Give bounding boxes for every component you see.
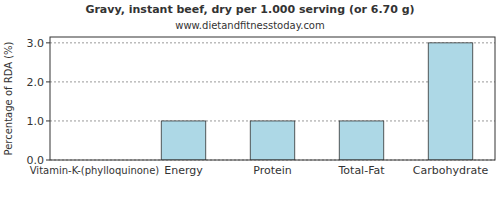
y-tick xyxy=(46,81,50,82)
bar xyxy=(339,121,384,160)
bar xyxy=(428,43,473,160)
x-tick-label: Energy xyxy=(164,164,203,177)
chart-container: Gravy, instant beef, dry per 1.000 servi… xyxy=(0,0,500,200)
subtitle: www.dietandfitnesstoday.com xyxy=(175,20,324,31)
x-tick-label: Protein xyxy=(253,164,292,177)
x-tick-label: Carbohydrate xyxy=(413,164,489,177)
y-tick-label: 3.0 xyxy=(27,37,45,50)
x-tick-label: Total-Fat xyxy=(337,164,385,177)
plot-frame xyxy=(50,37,495,160)
title: Gravy, instant beef, dry per 1.000 servi… xyxy=(85,3,414,16)
y-tick xyxy=(46,160,50,161)
bar xyxy=(250,121,295,160)
y-tick xyxy=(46,120,50,121)
y-tick-label: 2.0 xyxy=(27,76,45,89)
y-tick-label: 1.0 xyxy=(27,115,45,128)
bars xyxy=(161,43,473,160)
y-tick xyxy=(46,42,50,43)
x-tick-label: Vitamin-K-(phylloquinone) xyxy=(30,165,160,176)
y-axis-label: Percentage of RDA (%) xyxy=(3,41,14,155)
bar xyxy=(161,121,206,160)
chart-svg: Gravy, instant beef, dry per 1.000 servi… xyxy=(0,0,500,200)
